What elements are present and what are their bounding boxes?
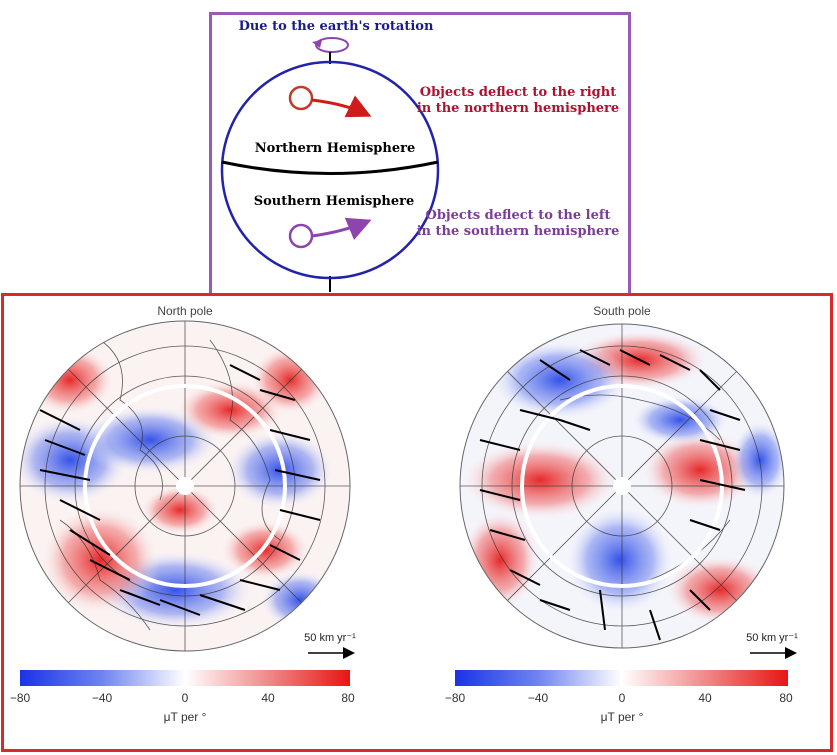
north-pole-map: North pole xyxy=(10,304,356,724)
south-scale-label: 50 km yr⁻¹ xyxy=(746,632,798,644)
north-note-line1: Objects deflect to the right xyxy=(420,85,616,100)
north-colorbar xyxy=(20,670,350,686)
north-cbar-tick: 80 xyxy=(341,691,355,705)
south-colorbar xyxy=(455,670,788,686)
coriolis-diagram: Due to the earth's rotation Northern Hem… xyxy=(220,19,620,292)
north-cbar-tick: −40 xyxy=(92,691,113,705)
south-cbar-tick: 40 xyxy=(698,691,712,705)
south-cbar-tick: 80 xyxy=(779,691,793,705)
equator-line xyxy=(221,160,439,175)
south-pole-title: South pole xyxy=(593,304,651,318)
rotation-arrow-icon xyxy=(312,37,349,53)
south-note-line1: Objects deflect to the left xyxy=(426,208,611,223)
southern-hemisphere-label: Southern Hemisphere xyxy=(254,194,415,209)
north-cbar-tick: 0 xyxy=(182,691,189,705)
rotation-label: Due to the earth's rotation xyxy=(239,19,434,34)
north-deflection-arrow-icon xyxy=(288,85,372,118)
northern-hemisphere-label: Northern Hemisphere xyxy=(255,141,415,156)
south-pole-map: South pole xyxy=(445,304,798,724)
south-cbar-tick: 0 xyxy=(619,691,626,705)
south-cbar-unit: μT per ° xyxy=(601,710,644,724)
north-scale-label: 50 km yr⁻¹ xyxy=(304,632,356,644)
globe-outline xyxy=(220,60,440,280)
south-note-line2: in the southern hemisphere xyxy=(417,224,620,239)
north-note-line2: in the northern hemisphere xyxy=(417,101,619,116)
north-cbar-tick: 40 xyxy=(261,691,275,705)
south-cbar-tick: −40 xyxy=(528,691,549,705)
coriolis-panel xyxy=(209,12,631,302)
north-pole-title: North pole xyxy=(157,304,213,318)
north-cbar-tick: −80 xyxy=(10,691,31,705)
north-cbar-unit: μT per ° xyxy=(164,710,207,724)
south-cbar-tick: −80 xyxy=(445,691,466,705)
south-deflection-arrow-icon xyxy=(288,217,372,249)
